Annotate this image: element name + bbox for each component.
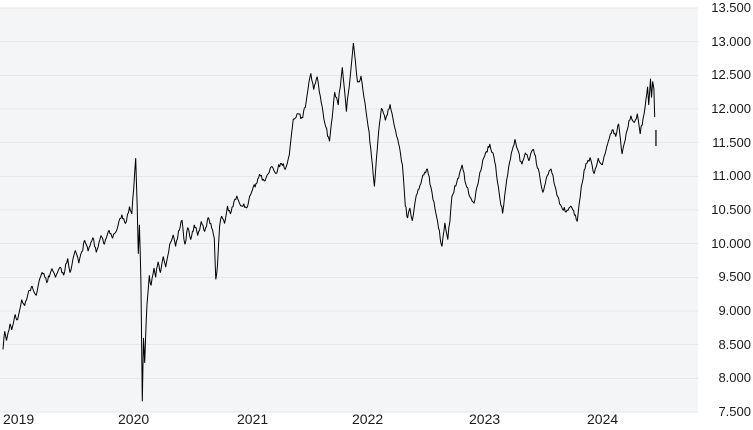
x-axis-tick-label: 2022 bbox=[352, 411, 384, 427]
x-axis-tick-label: 2024 bbox=[587, 411, 619, 427]
x-axis-tick-label: 2020 bbox=[118, 411, 150, 427]
y-axis-tick-label: 8.000 bbox=[718, 370, 751, 386]
y-axis-tick-label: 11.000 bbox=[712, 168, 751, 184]
price-line bbox=[2, 42, 656, 402]
y-axis-tick-label: 13.000 bbox=[711, 33, 751, 49]
y-axis-tick-label: 11.500 bbox=[712, 134, 751, 150]
y-axis-tick-label: 7.500 bbox=[718, 404, 751, 419]
x-axis-tick-label: 2019 bbox=[3, 411, 35, 427]
y-axis-tick-label: 10.000 bbox=[711, 235, 751, 251]
y-axis-tick-label: 9.000 bbox=[718, 303, 751, 318]
y-axis-tick-label: 13.500 bbox=[711, 0, 751, 15]
y-axis-tick-label: 10.500 bbox=[711, 202, 751, 217]
y-axis-tick-label: 9.500 bbox=[718, 269, 751, 285]
x-axis-tick-label: 2023 bbox=[469, 411, 501, 427]
y-axis-tick-label: 8.500 bbox=[718, 336, 751, 352]
y-axis-tick-label: 12.000 bbox=[711, 101, 751, 116]
y-axis-tick-label: 12.500 bbox=[711, 67, 751, 83]
x-axis-tick-label: 2021 bbox=[237, 411, 269, 427]
